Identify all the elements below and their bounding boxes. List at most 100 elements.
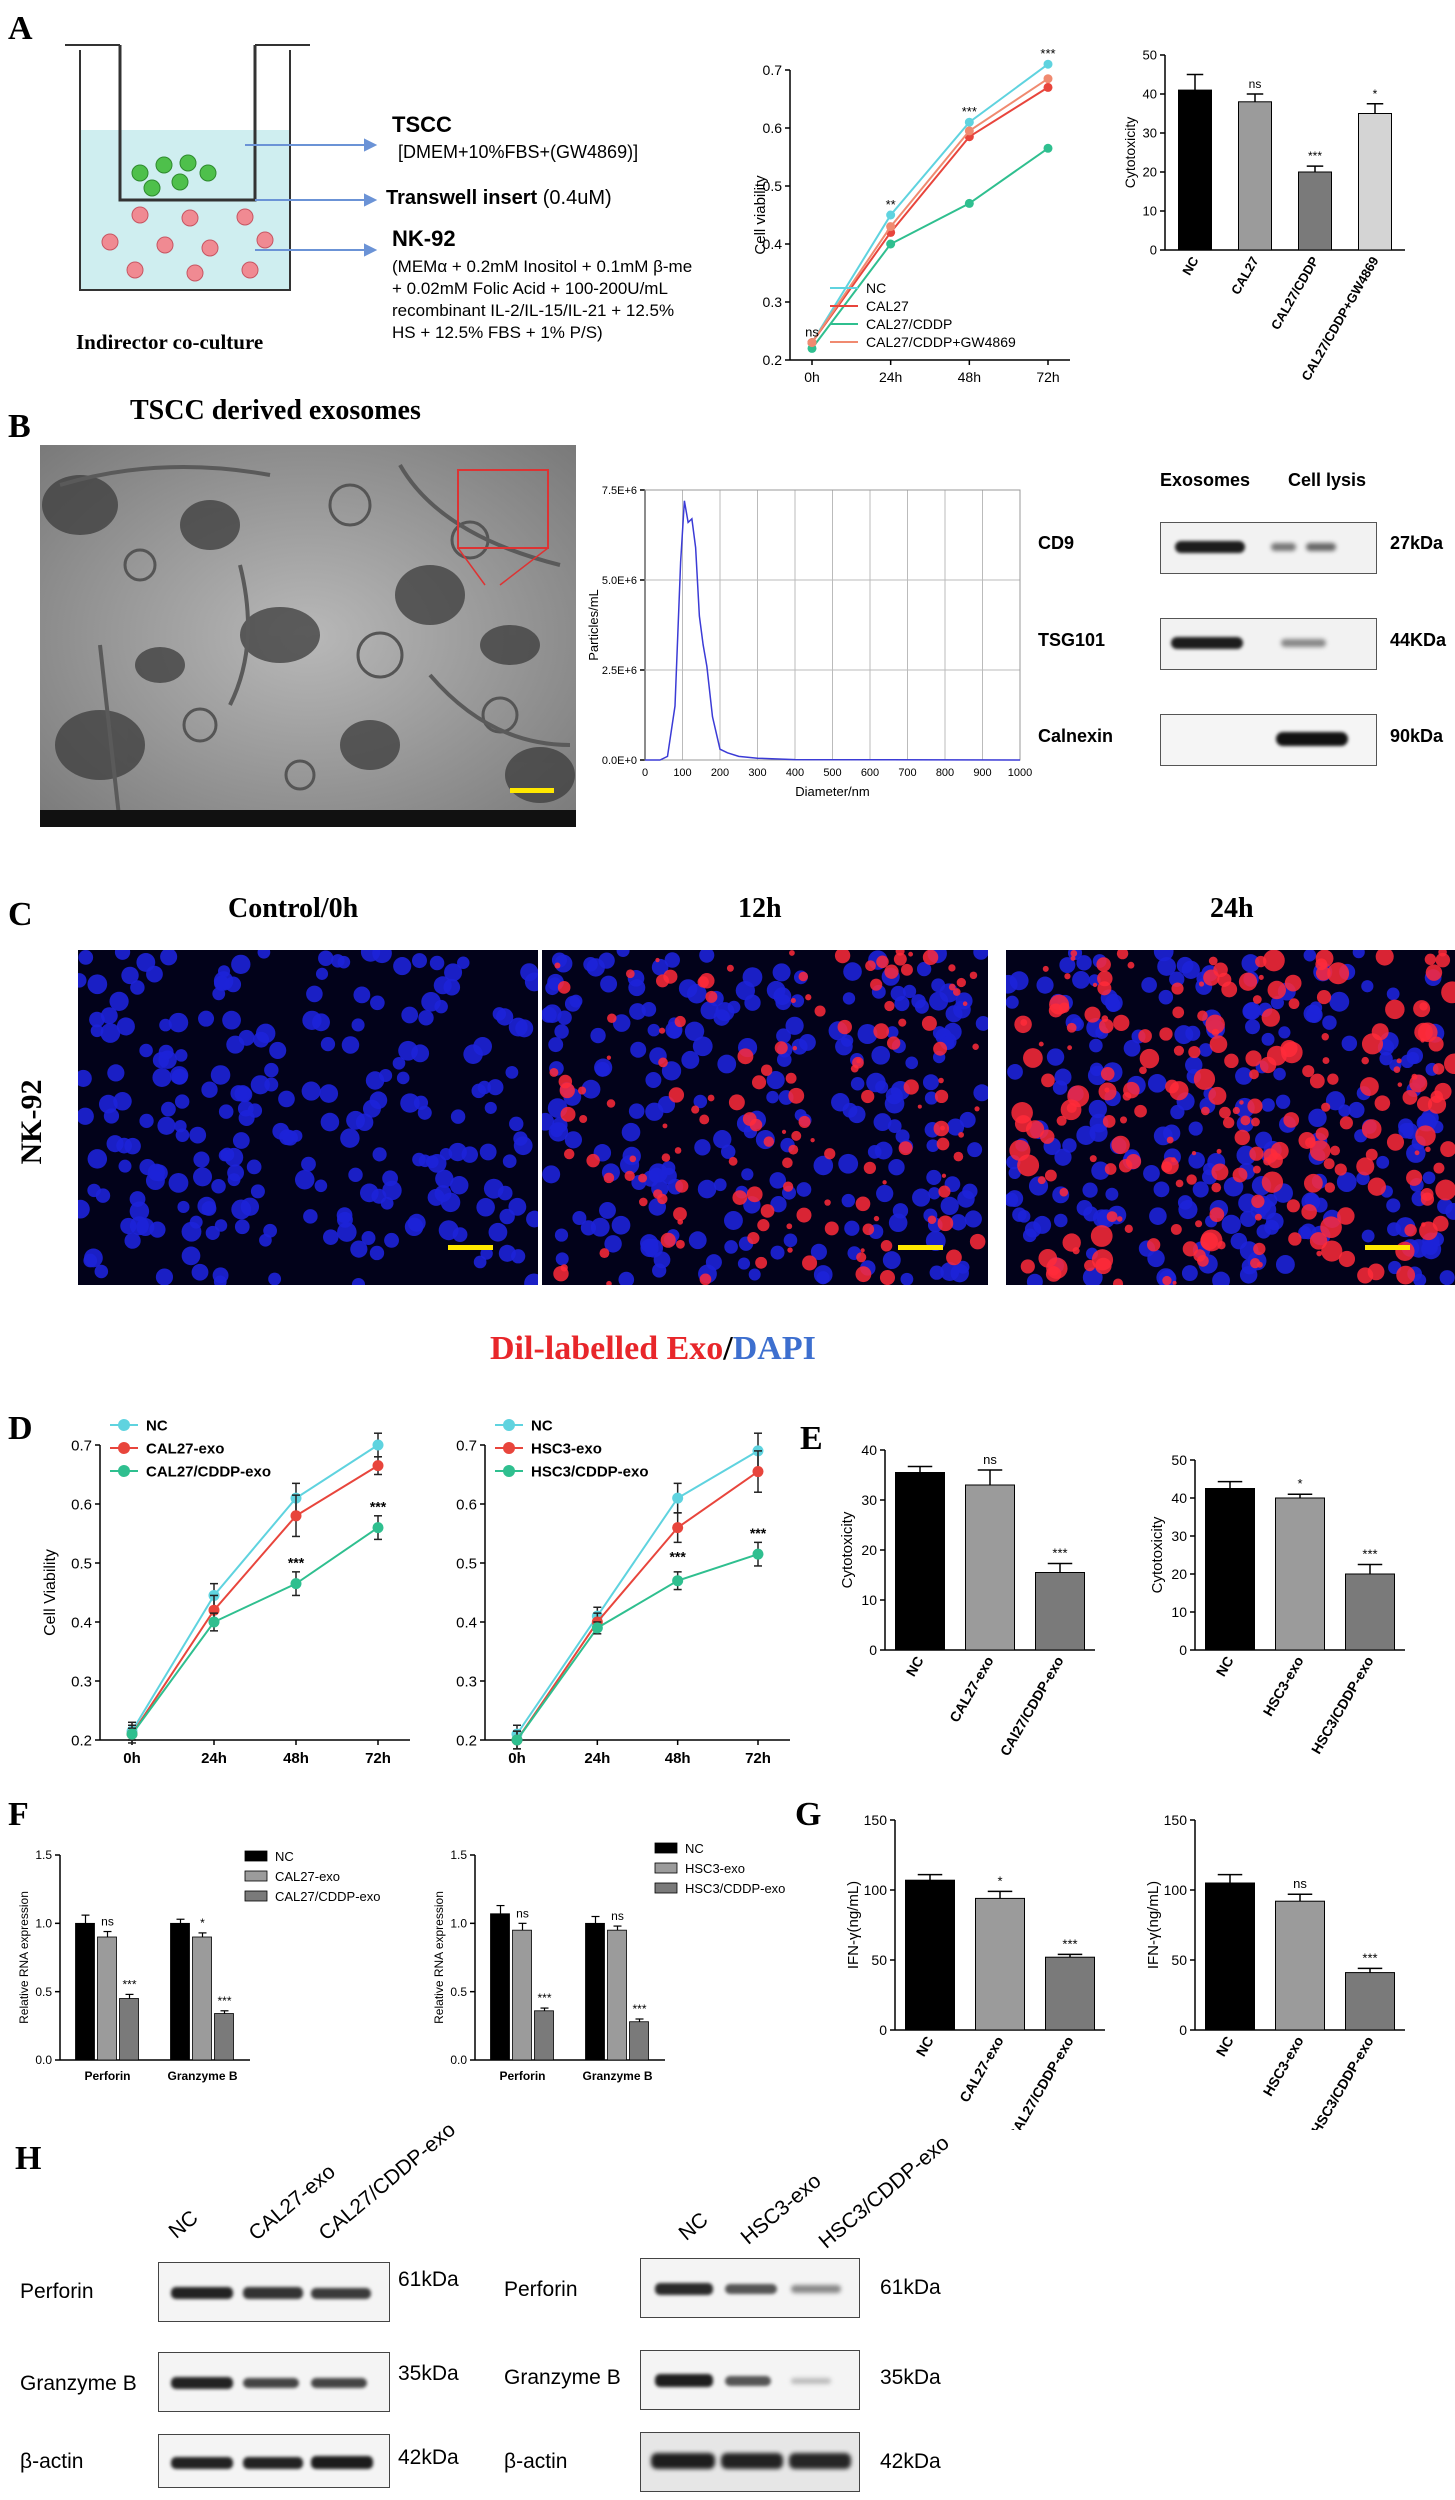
x-tick-label: CAL27/CDDP-exo <box>1004 2034 1076 2131</box>
exosome-signal <box>726 964 734 972</box>
dapi-nucleus <box>953 1000 971 1019</box>
wb-label-granzyme-b: Granzyme B <box>20 2372 137 2395</box>
exosome-signal <box>1303 1173 1323 1193</box>
coculture-caption: Indirector co-culture <box>76 330 264 354</box>
schematic-arrows <box>245 138 378 257</box>
dapi-nucleus <box>1153 950 1174 962</box>
significance-label: ns <box>805 325 819 340</box>
fluor-legend-blue: DAPI <box>732 1330 816 1367</box>
wb-band <box>243 2287 303 2299</box>
exosome-signal <box>1419 1221 1438 1241</box>
dapi-nucleus <box>473 1255 487 1269</box>
dapi-nucleus <box>916 961 932 977</box>
x-tick-label: 72h <box>1036 369 1059 385</box>
exosome-signal <box>1321 1102 1331 1112</box>
exosome-signal <box>1042 965 1049 972</box>
dapi-nucleus <box>1255 1131 1273 1149</box>
exosome-signal <box>834 950 851 964</box>
dapi-nucleus <box>1059 957 1076 974</box>
x-tick-label: 24h <box>584 1750 610 1767</box>
exosome-signal <box>1425 1146 1431 1153</box>
y-tick-label: 0.3 <box>456 1673 477 1690</box>
exosome-signal <box>1037 1176 1046 1185</box>
exosome-signal <box>940 1125 945 1131</box>
x-tick-label: 800 <box>936 767 954 779</box>
exosome-signal <box>1301 1204 1317 1220</box>
wb-band <box>789 2453 851 2469</box>
exosome-signal <box>908 951 914 957</box>
exosome-signal <box>1251 1117 1260 1127</box>
exosome-signal <box>1416 1096 1433 1112</box>
dapi-nucleus <box>1105 1187 1119 1201</box>
exosome-signal <box>1252 1165 1261 1174</box>
exosome-signal <box>1211 1028 1220 1037</box>
dapi-nucleus <box>250 1075 270 1095</box>
dapi-nucleus <box>1387 1222 1401 1237</box>
exosome-signal <box>1092 982 1098 988</box>
exosome-signal <box>791 1130 802 1141</box>
y-tick-label: 0 <box>1150 243 1157 258</box>
exosome-signal <box>691 1105 700 1114</box>
exosome-signal <box>1040 1129 1055 1144</box>
exosome-signal <box>969 971 978 980</box>
dapi-nucleus <box>857 1024 878 1045</box>
series-line <box>811 77 1049 344</box>
wb-band <box>721 2453 783 2469</box>
dapi-nucleus <box>113 1091 132 1111</box>
dapi-nucleus <box>322 1229 339 1245</box>
exosome-signal <box>1116 950 1129 960</box>
exosome-signal <box>624 1170 635 1182</box>
dapi-nucleus <box>902 984 917 999</box>
exosome-signal <box>1245 1050 1262 1067</box>
exosome-signal <box>810 1137 815 1143</box>
cell-viability-chart-d-hsc3: 0.2 0.3 0.4 0.5 0.6 0.7 0h 24h 48h 72h *** *** NC HSC… <box>456 1417 790 1767</box>
dapi-nucleus <box>159 1018 172 1032</box>
dapi-nucleus <box>1312 1197 1328 1213</box>
exosome-signal <box>1327 1073 1339 1085</box>
exosome-signal <box>554 962 561 969</box>
exosome-signal <box>952 988 961 996</box>
exosome-signal <box>1104 1163 1117 1175</box>
exosome-signal <box>599 1248 610 1259</box>
dapi-nucleus <box>457 956 470 969</box>
dapi-nucleus <box>90 1024 104 1038</box>
dapi-nucleus <box>372 950 392 964</box>
dapi-nucleus <box>89 1011 105 1028</box>
y-tick-label: 7.5E+6 <box>602 485 637 497</box>
dapi-nucleus <box>232 1132 250 1149</box>
exosome-signal <box>1217 972 1232 987</box>
dapi-nucleus <box>157 1116 176 1135</box>
exosome-signal <box>1134 1104 1147 1118</box>
exosome-signal <box>1337 1207 1355 1225</box>
y-tick-label: 0 <box>1179 2022 1187 2038</box>
bar <box>1035 1572 1085 1651</box>
x-tick-label: 600 <box>861 767 879 779</box>
wb-label-perforin: Perforin <box>20 2280 94 2303</box>
dapi-nucleus <box>766 980 786 1000</box>
exosome-signal <box>1330 1145 1341 1156</box>
exosome-signal <box>1172 1280 1177 1285</box>
dapi-nucleus <box>1089 1123 1108 1142</box>
well-outline <box>79 50 291 291</box>
exosome-signal <box>1208 1086 1227 1105</box>
dapi-nucleus <box>370 995 385 1011</box>
exosome-signal <box>1396 1265 1416 1285</box>
exosome-signal <box>1270 1141 1289 1160</box>
dapi-nucleus <box>396 1071 410 1085</box>
exosome-signal <box>1258 974 1264 980</box>
exosome-signal <box>1100 1066 1115 1081</box>
dapi-nucleus <box>684 1021 705 1041</box>
dapi-nucleus <box>351 1018 365 1032</box>
dapi-nucleus <box>107 1064 125 1082</box>
exosome-signal <box>1386 1133 1405 1151</box>
wb-band <box>651 2453 715 2469</box>
dapi-nucleus <box>681 1050 700 1069</box>
dapi-nucleus <box>630 1041 647 1058</box>
exosome-signal <box>870 978 883 991</box>
exosome-signal <box>1091 1249 1114 1271</box>
wb-band <box>725 2284 777 2294</box>
significance-label: ns <box>101 1915 114 1929</box>
dapi-nucleus <box>555 1252 569 1266</box>
bar <box>607 1929 627 2061</box>
tem-zoom-line <box>457 547 486 586</box>
